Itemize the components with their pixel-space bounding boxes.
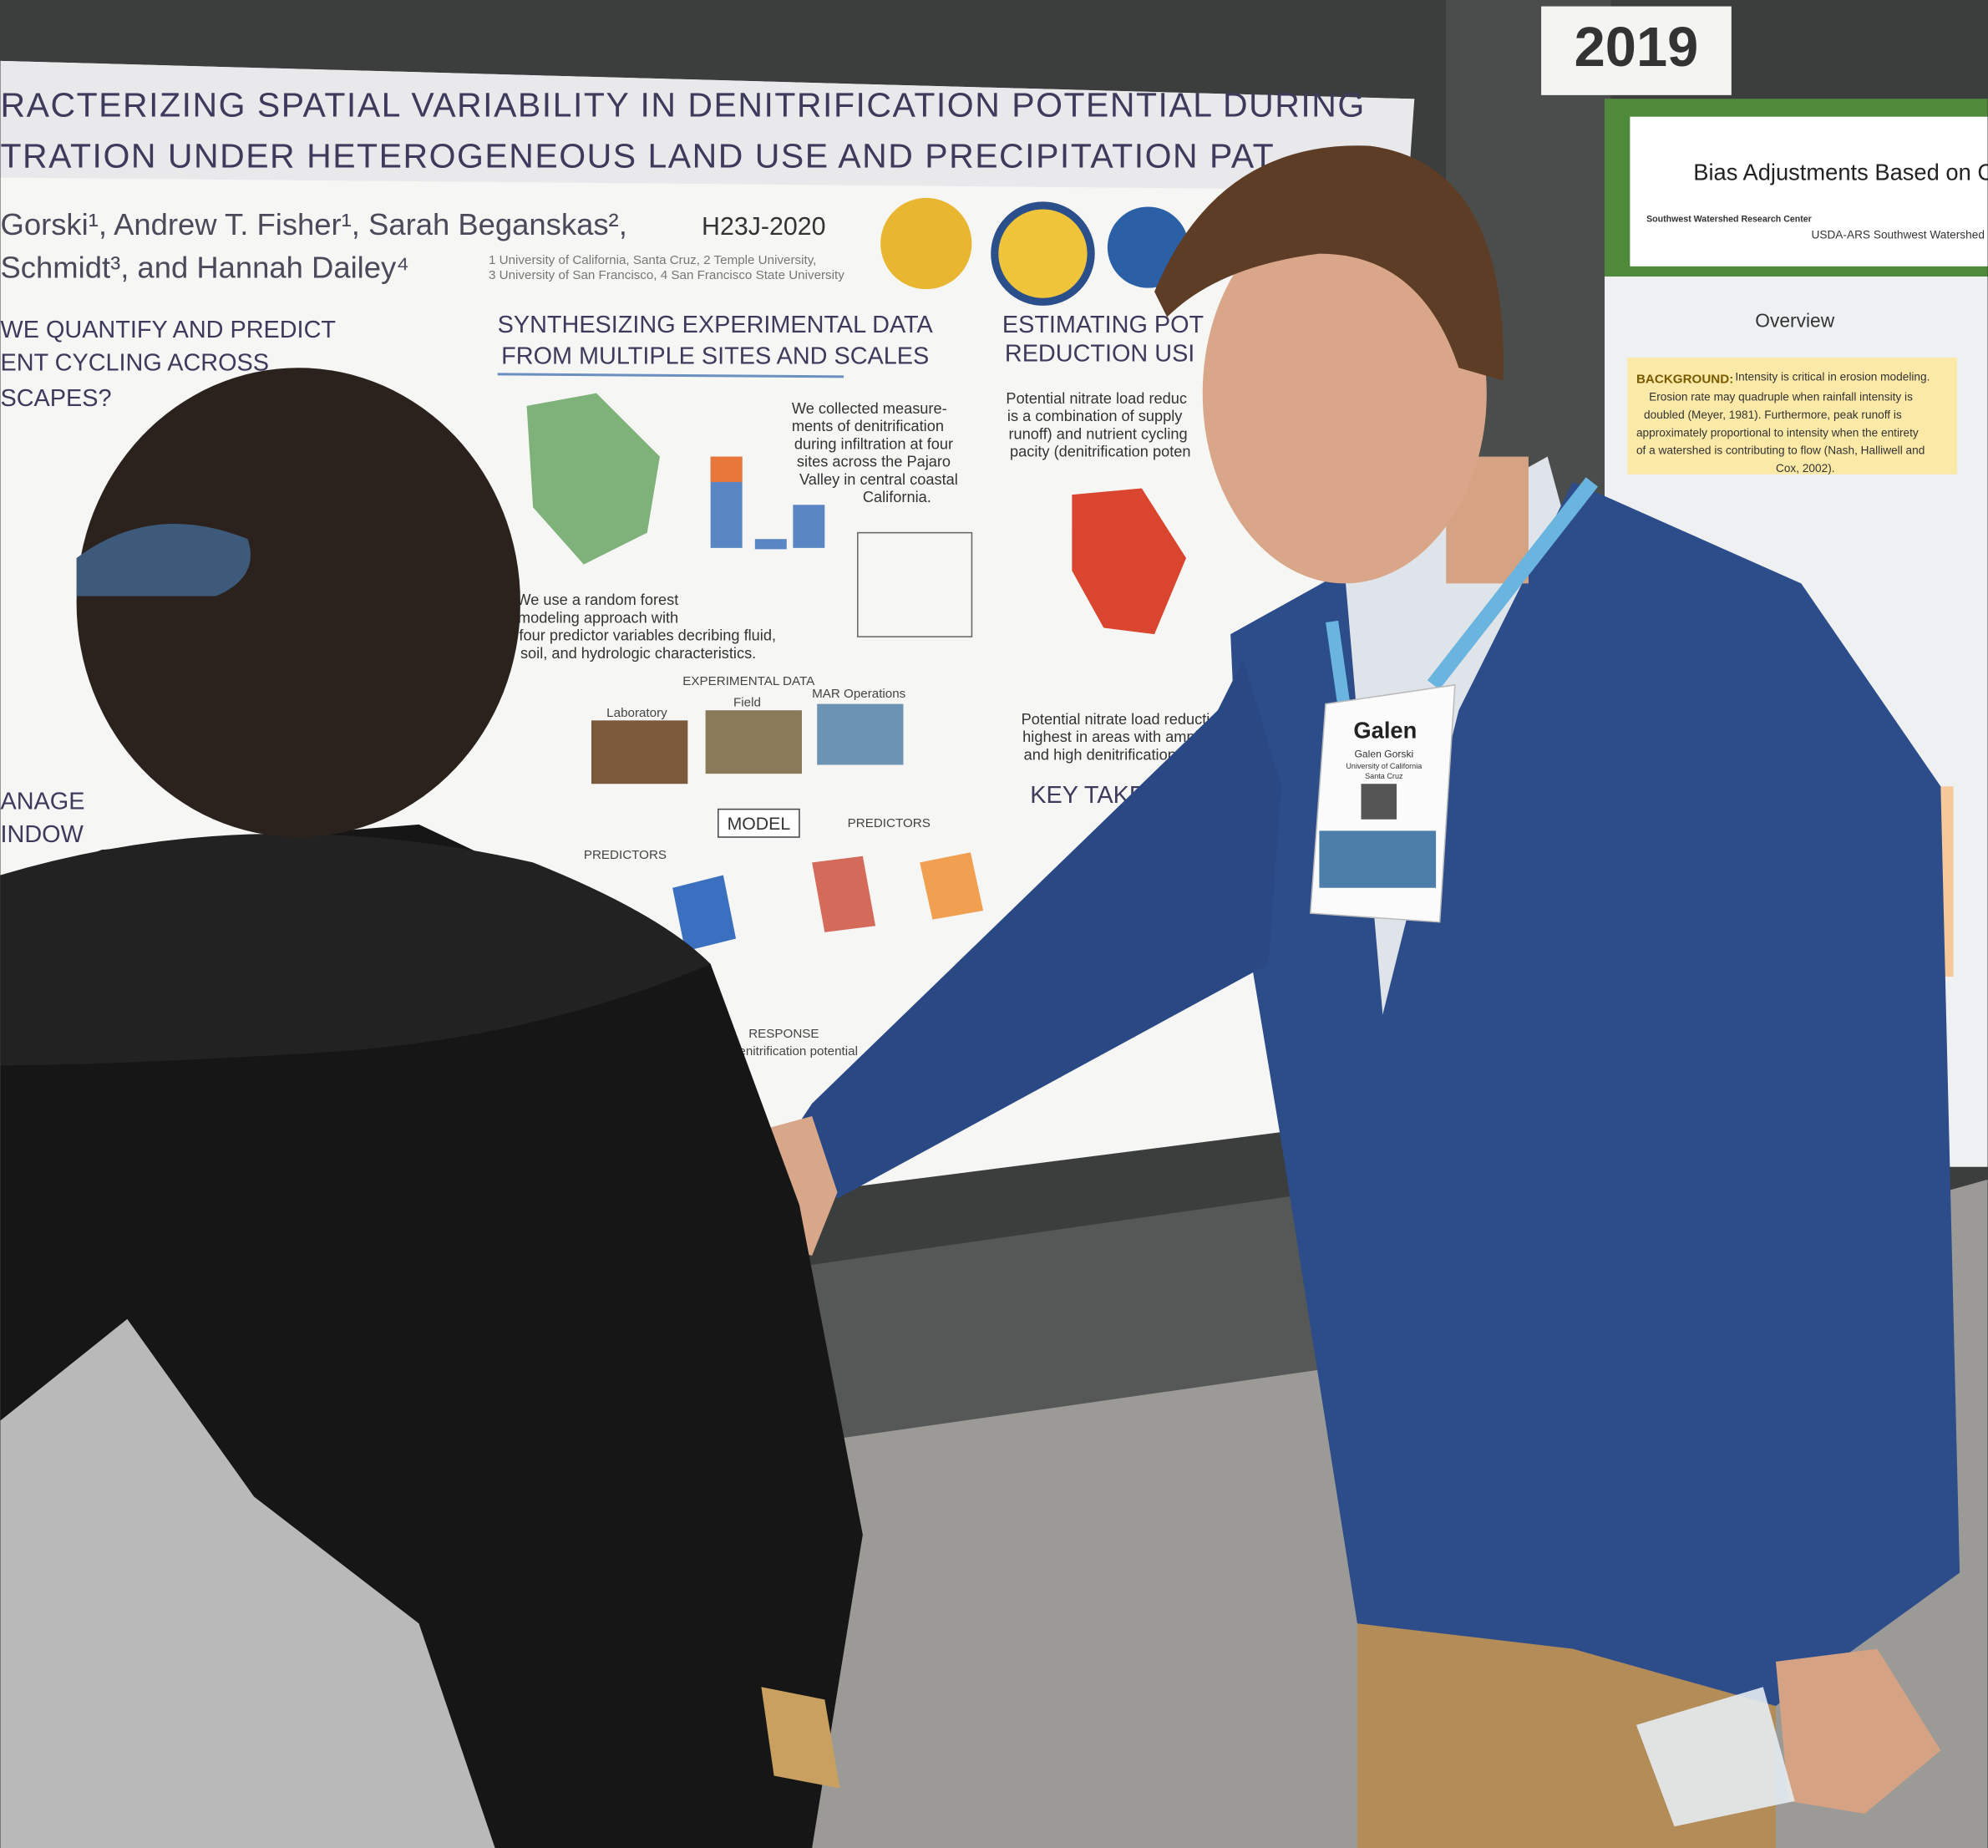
affiliation: 1 University of California, Santa Cruz, …	[489, 253, 816, 267]
body-text: We use a random forest	[516, 591, 678, 608]
body-text: pacity (denitrification poten	[1010, 444, 1191, 460]
section-heading: INDOW	[0, 821, 84, 848]
face	[1202, 202, 1487, 584]
badge-full-name: Galen Gorski	[1354, 748, 1413, 759]
flow-label: MODEL	[728, 814, 791, 834]
scatter-illustration	[857, 531, 973, 637]
scrunchie	[76, 524, 251, 597]
body-text: is a combination of supply	[1007, 408, 1183, 424]
logo	[991, 201, 1095, 306]
body-text: and high denitrification pote	[1024, 746, 1210, 763]
neighbor-affiliation: USDA-ARS Southwest Watershed	[1811, 228, 1984, 241]
badge-affiliation: Santa Cruz	[1365, 772, 1403, 780]
hair	[1154, 145, 1504, 381]
heading-rule	[497, 373, 844, 378]
affiliation: 3 University of San Francisco, 4 San Fra…	[489, 268, 844, 282]
map-illustration	[812, 855, 876, 932]
body-text: runoff) and nutrient cycling	[1008, 425, 1187, 442]
poster-authors: Schmidt³, and Hannah Dailey⁴	[0, 250, 408, 284]
water-bottle	[1636, 1687, 1795, 1827]
booth-sign	[1541, 6, 1732, 95]
blazer	[1230, 481, 1960, 1706]
flow-label: Laboratory	[606, 706, 667, 720]
lanyard	[1427, 477, 1599, 690]
photo-thumb	[591, 720, 688, 784]
section-heading: SCAPES?	[0, 385, 111, 412]
neighbor-text: approximately proportional to intensity …	[1636, 426, 1919, 439]
neighbor-text: doubled (Meyer, 1981). Furthermore, peak…	[1644, 409, 1902, 421]
booth-number: 2019	[1575, 17, 1699, 79]
map-illustration	[672, 875, 737, 952]
highlight-box	[1627, 358, 1958, 475]
shoe	[761, 1687, 840, 1789]
body-text: during infiltration at four	[794, 435, 953, 452]
neighbor-heading: Overview	[1755, 310, 1834, 332]
section-heading: SYNTHESIZING EXPERIMENTAL DATA	[498, 312, 934, 338]
fur-collar	[0, 833, 711, 1066]
photo-thumb	[817, 703, 904, 765]
flow-label: PREDICTORS	[848, 816, 931, 830]
lanyard	[1326, 620, 1352, 712]
flow-label: Denitrification potential	[729, 1044, 858, 1059]
flow-label: RESPONSE	[748, 1027, 819, 1041]
flow-label: MAR Operations	[812, 687, 906, 701]
bar-illustration	[710, 456, 743, 482]
section-heading: WE QUANTIFY AND PREDICT	[0, 317, 336, 343]
poster-title: RACTERIZING SPATIAL VARIABILITY IN DENIT…	[0, 86, 1365, 124]
neighbor-label: BACKGROUND:	[1636, 372, 1733, 386]
badge-name: Galen	[1353, 718, 1417, 744]
photo-thumb	[705, 710, 802, 774]
badge-image	[1319, 830, 1437, 888]
poster-title: TRATION UNDER HETEROGENEOUS LAND USE AND…	[0, 136, 1275, 175]
body-text: Potential nitrate load reduc	[1006, 390, 1187, 407]
sleeve	[786, 659, 1281, 1199]
bar-illustration	[793, 505, 825, 548]
bar-illustration	[754, 539, 787, 550]
neighbor-text: of a watershed is contributing to flow (…	[1636, 444, 1925, 457]
neighbor-org: Southwest Watershed Research Center	[1646, 215, 1812, 225]
poster-header	[0, 60, 1415, 190]
hair	[76, 368, 520, 838]
section-heading: FROM MULTIPLE SITES AND SCALES	[501, 343, 929, 370]
map-illustration	[526, 393, 660, 565]
section-heading: REDUCTION USI	[1005, 341, 1194, 368]
wall-base	[786, 1192, 1320, 1446]
hand	[1775, 1648, 1941, 1815]
flow-label: Field	[733, 696, 761, 710]
body-text: We collected measure-	[792, 400, 947, 417]
body-text: California.	[863, 489, 931, 505]
badge-affiliation: University of California	[1346, 762, 1423, 770]
neighbor-text: Intensity is critical in erosion modelin…	[1735, 370, 1930, 383]
neighbor-text: Erosion rate may quadruple when rainfall…	[1649, 391, 1913, 404]
neighbor-poster-header	[1630, 116, 1988, 267]
body-text: Potential nitrate load reduction	[1022, 711, 1227, 728]
neighbor-title: Bias Adjustments Based on Climate	[1693, 160, 1988, 185]
poster-authors: Gorski¹, Andrew T. Fisher¹, Sarah Begans…	[0, 207, 626, 241]
flow-label: EXPERIMENTAL DATA	[682, 674, 815, 688]
body-text: four predictor variables decribing fluid…	[519, 627, 776, 644]
body-text: Valley in central coastal	[799, 471, 958, 488]
logo	[880, 197, 972, 290]
section-heading: ESTIMATING POT	[1002, 312, 1204, 338]
flow-label: PREDICTORS	[584, 848, 667, 862]
section-heading: ANAGE	[0, 789, 84, 815]
model-box	[718, 808, 800, 838]
body-text: sites across the Pajaro	[797, 454, 951, 470]
section-heading: ENT CYCLING ACROSS	[0, 349, 268, 376]
neighbor-text: Cox, 2002).	[1776, 462, 1835, 475]
body-text: ments of denitrification	[792, 418, 944, 434]
poster-id: H23J-2020	[702, 213, 826, 241]
body-text: highest in areas with ample ru	[1022, 729, 1225, 745]
map-illustration	[920, 852, 984, 920]
backpack	[0, 1318, 495, 1848]
qr-code	[1361, 784, 1397, 820]
body-text: soil, and hydrologic characteristics.	[520, 645, 756, 662]
map-illustration	[1072, 488, 1187, 635]
body-text: modeling approach with	[518, 609, 678, 626]
